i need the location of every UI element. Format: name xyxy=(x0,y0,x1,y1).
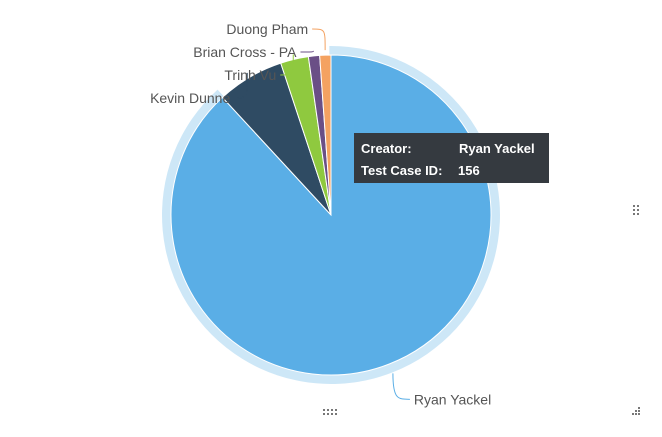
label-connector xyxy=(392,373,410,400)
chart-tooltip: Creator: Ryan Yackel Test Case ID: 156 xyxy=(354,133,549,183)
slice-label: Trinh Vu xyxy=(224,67,276,83)
label-connector xyxy=(300,50,314,53)
slice-label: Duong Pham xyxy=(226,21,308,37)
tooltip-id-key: Test Case ID: xyxy=(361,163,443,178)
label-connector xyxy=(234,72,248,99)
tooltip-creator-value: Ryan Yackel xyxy=(459,141,535,156)
label-connector xyxy=(312,28,326,51)
slice-label: Brian Cross - PA xyxy=(193,44,297,60)
resize-handle-right-icon[interactable] xyxy=(633,205,641,219)
slice-label: Kevin Dunne xyxy=(150,90,230,106)
slice-label: Ryan Yackel xyxy=(414,391,491,407)
resize-handle-corner-icon[interactable] xyxy=(632,407,640,415)
pie-slice[interactable] xyxy=(319,54,332,216)
label-connector xyxy=(280,54,294,76)
tooltip-id-value: 156 xyxy=(458,163,480,178)
resize-handle-bottom-icon[interactable] xyxy=(323,409,339,415)
tooltip-creator-key: Creator: xyxy=(361,141,412,156)
